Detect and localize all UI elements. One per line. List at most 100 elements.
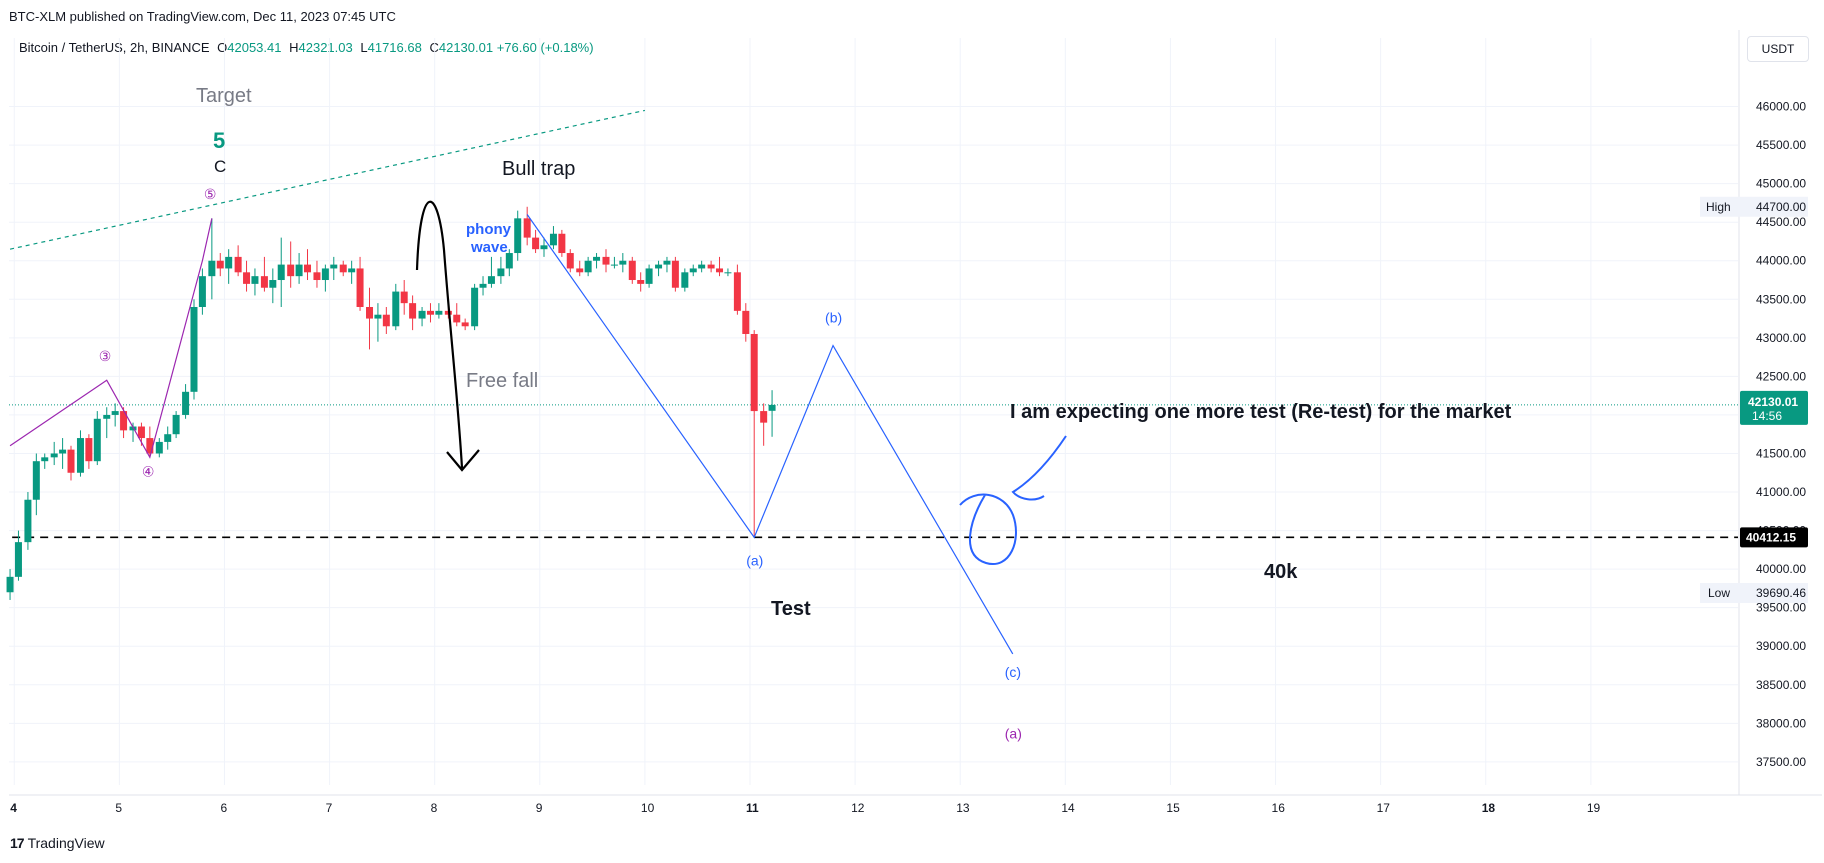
candle-body[interactable]: [426, 310, 434, 315]
low-price-badge: [1700, 582, 1808, 603]
candle-body[interactable]: [760, 411, 768, 423]
candle-body[interactable]: [409, 303, 417, 319]
candle-body[interactable]: [576, 268, 584, 273]
candle-body[interactable]: [260, 276, 268, 288]
candle-body[interactable]: [382, 314, 390, 327]
candle-body[interactable]: [724, 272, 732, 274]
candle-body[interactable]: [190, 307, 198, 392]
candle-body[interactable]: [111, 411, 119, 415]
candle-body[interactable]: [50, 453, 58, 458]
candle-body[interactable]: [487, 276, 495, 284]
candle-body[interactable]: [593, 256, 601, 261]
candle-body[interactable]: [277, 264, 285, 281]
candle-body[interactable]: [655, 264, 663, 269]
candle-body[interactable]: [549, 233, 557, 246]
candle-body[interactable]: [120, 411, 128, 431]
candle-body[interactable]: [514, 218, 522, 254]
candle-body[interactable]: [93, 418, 101, 462]
candle-body[interactable]: [392, 291, 400, 327]
candle-body[interactable]: [558, 233, 566, 254]
candle-body[interactable]: [707, 264, 715, 269]
candle-body[interactable]: [313, 272, 321, 281]
candle-body[interactable]: [182, 391, 190, 415]
candle-body[interactable]: [76, 438, 84, 473]
candle-body[interactable]: [566, 253, 574, 269]
candle-body[interactable]: [453, 314, 461, 323]
candle-body[interactable]: [339, 264, 347, 273]
candle-body[interactable]: [208, 260, 216, 277]
tradingview-brand[interactable]: 17 TradingView: [10, 835, 105, 851]
retest-circle[interactable]: [959, 493, 1017, 566]
candle-body[interactable]: [6, 576, 14, 593]
candle-body[interactable]: [689, 268, 697, 273]
candle-body[interactable]: [356, 268, 364, 307]
candle-body[interactable]: [243, 272, 251, 284]
candle-body[interactable]: [41, 457, 49, 462]
candle-body[interactable]: [198, 276, 206, 307]
candle-body[interactable]: [225, 256, 233, 269]
time-tick-label: 10: [641, 801, 655, 815]
time-tick-label: 6: [220, 801, 227, 815]
candle-body[interactable]: [619, 260, 627, 265]
candle-body[interactable]: [172, 414, 180, 435]
candle-body[interactable]: [234, 256, 242, 273]
candle-body[interactable]: [67, 449, 75, 473]
candle-body[interactable]: [628, 260, 636, 281]
candle-body[interactable]: [532, 237, 540, 250]
candle-body[interactable]: [155, 441, 163, 454]
candle-body[interactable]: [418, 310, 426, 319]
candle-body[interactable]: [479, 283, 487, 288]
abc-wave-path[interactable]: [526, 214, 1014, 655]
candle-body[interactable]: [716, 268, 724, 273]
candle-body[interactable]: [295, 264, 303, 277]
candle-body[interactable]: [497, 268, 505, 277]
symbol-name[interactable]: Bitcoin / TetherUS, 2h, BINANCE: [19, 40, 210, 55]
candle-body[interactable]: [733, 272, 741, 311]
impulse-wave-path[interactable]: [9, 218, 213, 459]
candle-body[interactable]: [663, 260, 671, 265]
wave-label: (a): [746, 552, 763, 568]
candle-body[interactable]: [523, 218, 531, 238]
candle-body[interactable]: [435, 310, 443, 315]
candle-body[interactable]: [374, 314, 382, 319]
candle-body[interactable]: [330, 264, 338, 269]
candle-body[interactable]: [471, 287, 479, 327]
open-label: O: [217, 40, 228, 55]
candle-body[interactable]: [59, 449, 67, 454]
candle-body[interactable]: [321, 268, 329, 281]
candle-body[interactable]: [461, 322, 469, 327]
candle-body[interactable]: [14, 542, 22, 577]
candle-body[interactable]: [637, 280, 645, 284]
free-fall-arrow[interactable]: [415, 200, 464, 469]
candle-body[interactable]: [287, 264, 295, 277]
candle-body[interactable]: [645, 268, 653, 284]
candle-body[interactable]: [400, 291, 408, 304]
candle-body[interactable]: [602, 256, 610, 265]
candle-body[interactable]: [742, 310, 750, 334]
candle-body[interactable]: [681, 272, 689, 288]
candle-body[interactable]: [85, 438, 93, 462]
candle-body[interactable]: [505, 253, 513, 269]
wave-label: ⑤: [204, 186, 217, 202]
candle-body[interactable]: [750, 333, 758, 412]
currency-button[interactable]: USDT: [1747, 36, 1809, 62]
candle-body[interactable]: [610, 264, 618, 266]
candle-body[interactable]: [584, 260, 592, 273]
candle-body[interactable]: [216, 260, 224, 269]
candle-body[interactable]: [24, 499, 32, 543]
candle-body[interactable]: [251, 276, 259, 284]
candle-body[interactable]: [304, 264, 312, 273]
candle-body[interactable]: [540, 245, 548, 250]
candle-body[interactable]: [103, 414, 111, 419]
candle-body[interactable]: [698, 264, 706, 269]
candle-body[interactable]: [137, 426, 145, 439]
candle-body[interactable]: [366, 307, 374, 319]
candle-body[interactable]: [164, 434, 172, 442]
candle-body[interactable]: [348, 268, 356, 273]
candle-body[interactable]: [269, 280, 277, 288]
candle-body[interactable]: [146, 438, 154, 454]
candle-body[interactable]: [671, 260, 679, 288]
candle-body[interactable]: [768, 404, 776, 411]
candle-body[interactable]: [32, 461, 40, 500]
